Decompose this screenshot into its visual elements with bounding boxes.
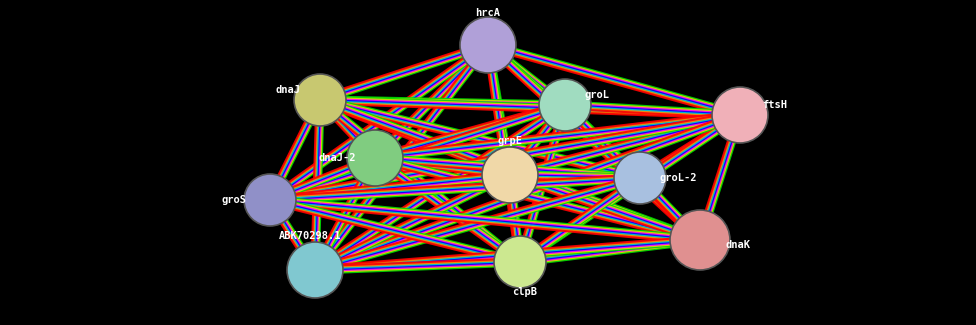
Text: groL-2: groL-2 — [659, 173, 697, 183]
Text: dnaJ: dnaJ — [275, 85, 301, 95]
Text: grpE: grpE — [498, 136, 522, 146]
Text: ftsH: ftsH — [762, 100, 788, 110]
Circle shape — [539, 79, 591, 131]
Text: hrcA: hrcA — [475, 8, 501, 18]
Text: groL: groL — [585, 90, 609, 100]
Text: groS: groS — [222, 195, 247, 205]
Circle shape — [712, 87, 768, 143]
Circle shape — [460, 17, 516, 73]
Circle shape — [294, 74, 346, 126]
Text: dnaJ-2: dnaJ-2 — [318, 153, 355, 163]
Circle shape — [482, 147, 538, 203]
Text: ABK70298.1: ABK70298.1 — [279, 231, 342, 241]
Circle shape — [670, 210, 730, 270]
Circle shape — [287, 242, 343, 298]
Circle shape — [494, 236, 546, 288]
Text: clpB: clpB — [512, 287, 538, 297]
Text: dnaK: dnaK — [725, 240, 751, 250]
Circle shape — [614, 152, 666, 204]
Circle shape — [244, 174, 296, 226]
Circle shape — [347, 130, 403, 186]
